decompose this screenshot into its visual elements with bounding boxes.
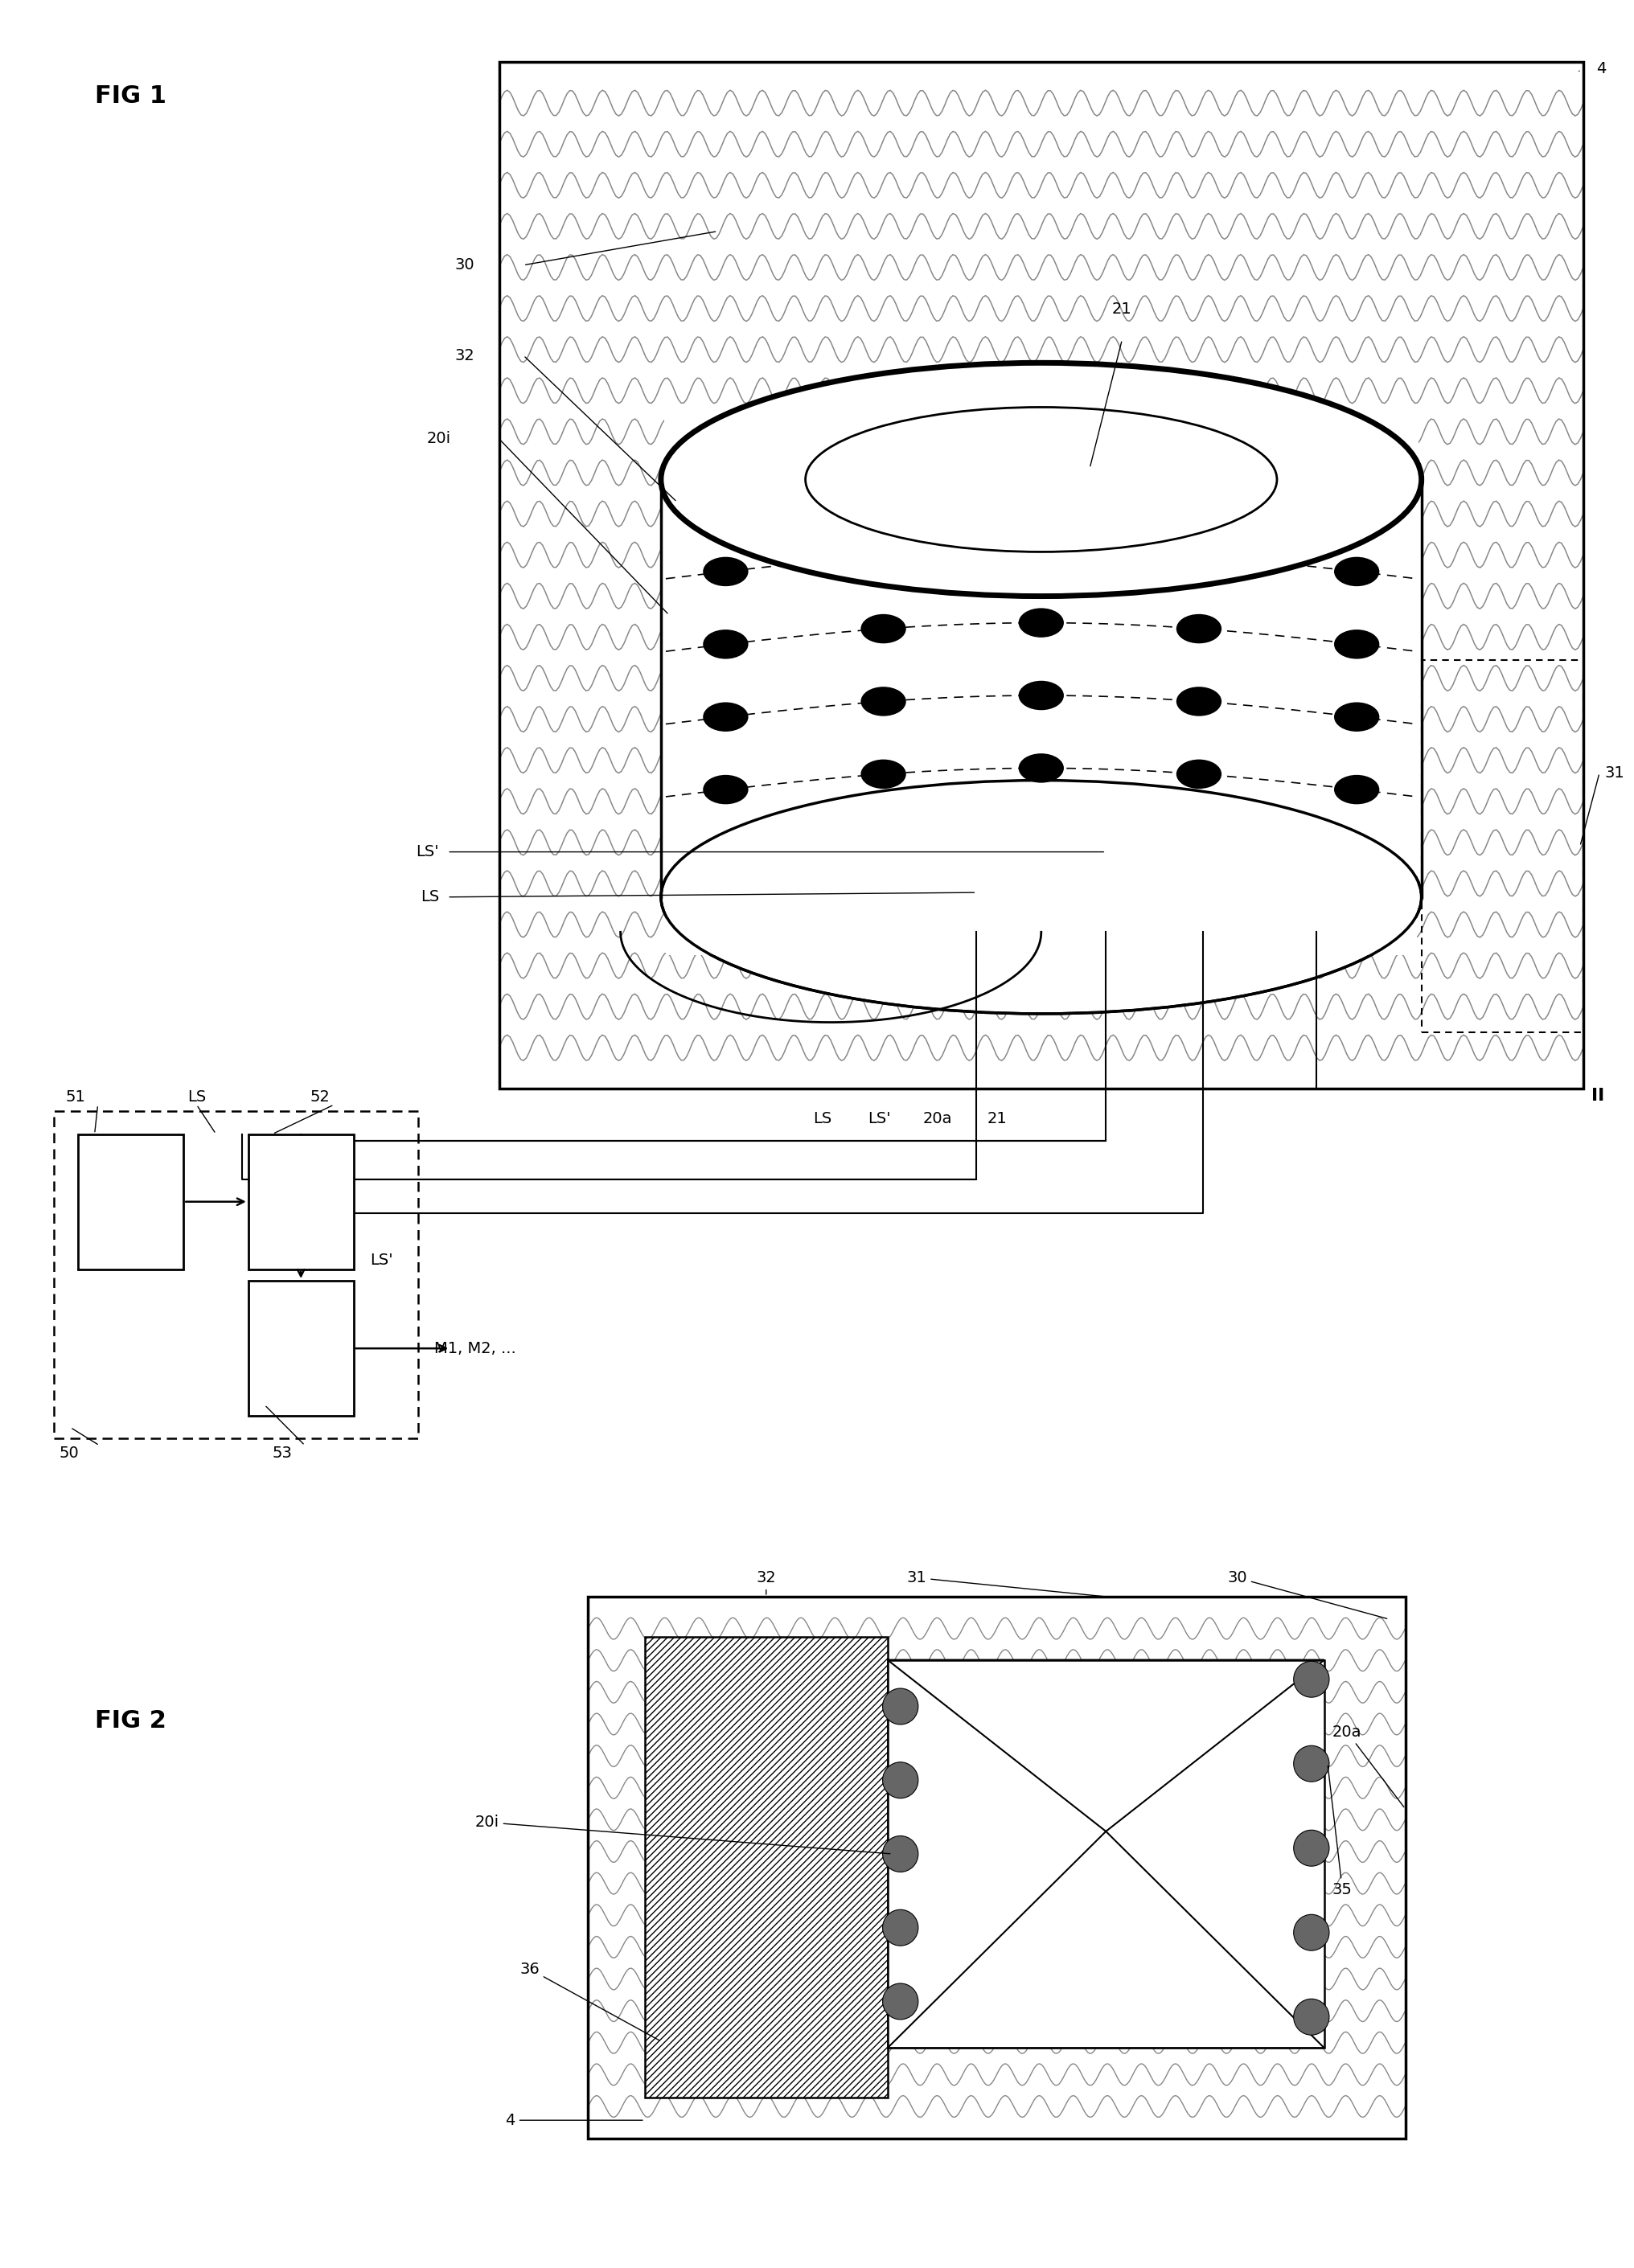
Bar: [660, 479, 1422, 898]
Bar: [665, 422, 1417, 955]
Text: 36: 36: [520, 1962, 659, 2041]
Text: LS: LS: [188, 1089, 206, 1105]
Ellipse shape: [806, 408, 1276, 551]
Ellipse shape: [861, 542, 907, 572]
Text: 20i: 20i: [426, 431, 451, 447]
Ellipse shape: [882, 1984, 918, 2019]
Text: 20a: 20a: [1332, 1724, 1404, 1808]
Bar: [887, 1660, 1324, 2048]
Text: LS: LS: [814, 1111, 832, 1127]
Ellipse shape: [1018, 608, 1064, 637]
Text: FIG 1: FIG 1: [95, 84, 167, 109]
Ellipse shape: [660, 363, 1422, 596]
Text: LS': LS': [868, 1111, 891, 1127]
Ellipse shape: [1176, 542, 1222, 572]
Text: FIG 2: FIG 2: [95, 1710, 167, 1733]
Text: 35: 35: [1328, 1767, 1353, 1898]
Ellipse shape: [1176, 760, 1222, 789]
Ellipse shape: [1333, 703, 1379, 733]
Bar: [645, 1637, 887, 2098]
Text: 53: 53: [273, 1445, 292, 1461]
Ellipse shape: [1333, 558, 1379, 585]
Bar: [78, 1134, 183, 1270]
Ellipse shape: [1018, 680, 1064, 710]
Ellipse shape: [1294, 1830, 1328, 1867]
Ellipse shape: [703, 631, 748, 660]
Text: 30: 30: [1227, 1569, 1387, 1619]
Text: 4: 4: [505, 2112, 642, 2127]
Text: 52: 52: [310, 1089, 330, 1105]
Text: 51: 51: [65, 1089, 85, 1105]
Text: 30: 30: [454, 259, 475, 272]
Ellipse shape: [1333, 631, 1379, 660]
Ellipse shape: [1294, 1746, 1328, 1783]
Text: 31: 31: [907, 1569, 1103, 1597]
Ellipse shape: [703, 558, 748, 585]
Text: 4: 4: [1596, 61, 1606, 77]
Ellipse shape: [1176, 687, 1222, 717]
Ellipse shape: [1294, 1998, 1328, 2034]
Bar: [663, 411, 1418, 898]
Ellipse shape: [703, 776, 748, 805]
Bar: [248, 1281, 353, 1415]
Text: 20i: 20i: [475, 1814, 891, 1853]
Ellipse shape: [882, 1910, 918, 1946]
Bar: [54, 1111, 418, 1438]
Ellipse shape: [882, 1835, 918, 1871]
Bar: [498, 61, 1583, 1089]
Text: 20a: 20a: [923, 1111, 953, 1127]
Ellipse shape: [1294, 1914, 1328, 1950]
Bar: [248, 1134, 353, 1270]
Text: 32: 32: [454, 347, 475, 363]
Text: 21: 21: [987, 1111, 1008, 1127]
Ellipse shape: [1333, 776, 1379, 805]
Text: LS: LS: [420, 889, 440, 905]
Ellipse shape: [660, 780, 1422, 1014]
Ellipse shape: [703, 703, 748, 733]
Bar: [588, 1597, 1405, 2139]
Bar: [498, 61, 1583, 1089]
Bar: [887, 1660, 1324, 2048]
Text: II: II: [1592, 1089, 1605, 1105]
Ellipse shape: [1018, 753, 1064, 782]
Ellipse shape: [882, 1687, 918, 1724]
Text: 21: 21: [1113, 302, 1132, 318]
Text: LS': LS': [417, 844, 440, 860]
Ellipse shape: [1294, 1660, 1328, 1696]
Ellipse shape: [861, 687, 907, 717]
Text: 31: 31: [1605, 764, 1624, 780]
Ellipse shape: [1018, 535, 1064, 565]
Text: 50: 50: [59, 1445, 78, 1461]
Ellipse shape: [1176, 615, 1222, 644]
Text: M1, M2, ...: M1, M2, ...: [435, 1340, 516, 1356]
Bar: [1422, 660, 1583, 1032]
Text: LS': LS': [369, 1252, 392, 1268]
Ellipse shape: [861, 615, 907, 644]
Text: 32: 32: [757, 1569, 776, 1594]
Bar: [588, 1597, 1405, 2139]
Ellipse shape: [882, 1762, 918, 1799]
Ellipse shape: [861, 760, 907, 789]
